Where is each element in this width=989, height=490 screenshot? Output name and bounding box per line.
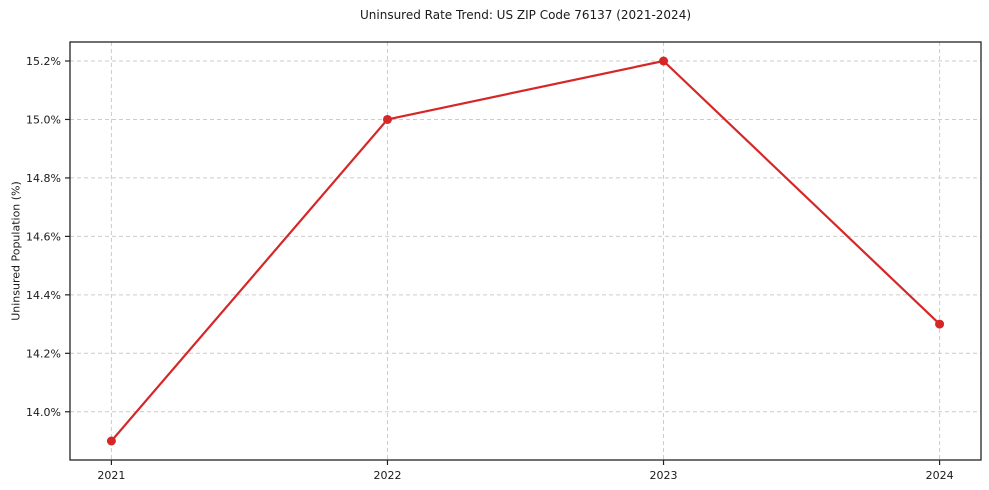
data-point-marker [382,114,392,124]
chart-title: Uninsured Rate Trend: US ZIP Code 76137 … [359,8,692,22]
y-tick-label: 15.2% [26,55,61,68]
y-tick-label: 14.4% [26,289,61,302]
y-tick-label: 15.0% [26,113,61,126]
x-tick-label: 2024 [926,469,954,482]
x-tick-label: 2021 [97,469,125,482]
data-point-marker [659,56,669,66]
x-tick-label: 2022 [373,469,401,482]
y-tick-label: 14.6% [26,230,61,243]
y-tick-label: 14.2% [26,347,61,360]
y-tick-label: 14.8% [26,172,61,185]
data-point-marker [106,436,116,446]
plot-border [69,41,982,461]
x-tick-label: 2023 [650,469,678,482]
y-tick-label: 14.0% [26,406,61,419]
data-point-marker [935,319,945,329]
trend-line [110,59,941,443]
